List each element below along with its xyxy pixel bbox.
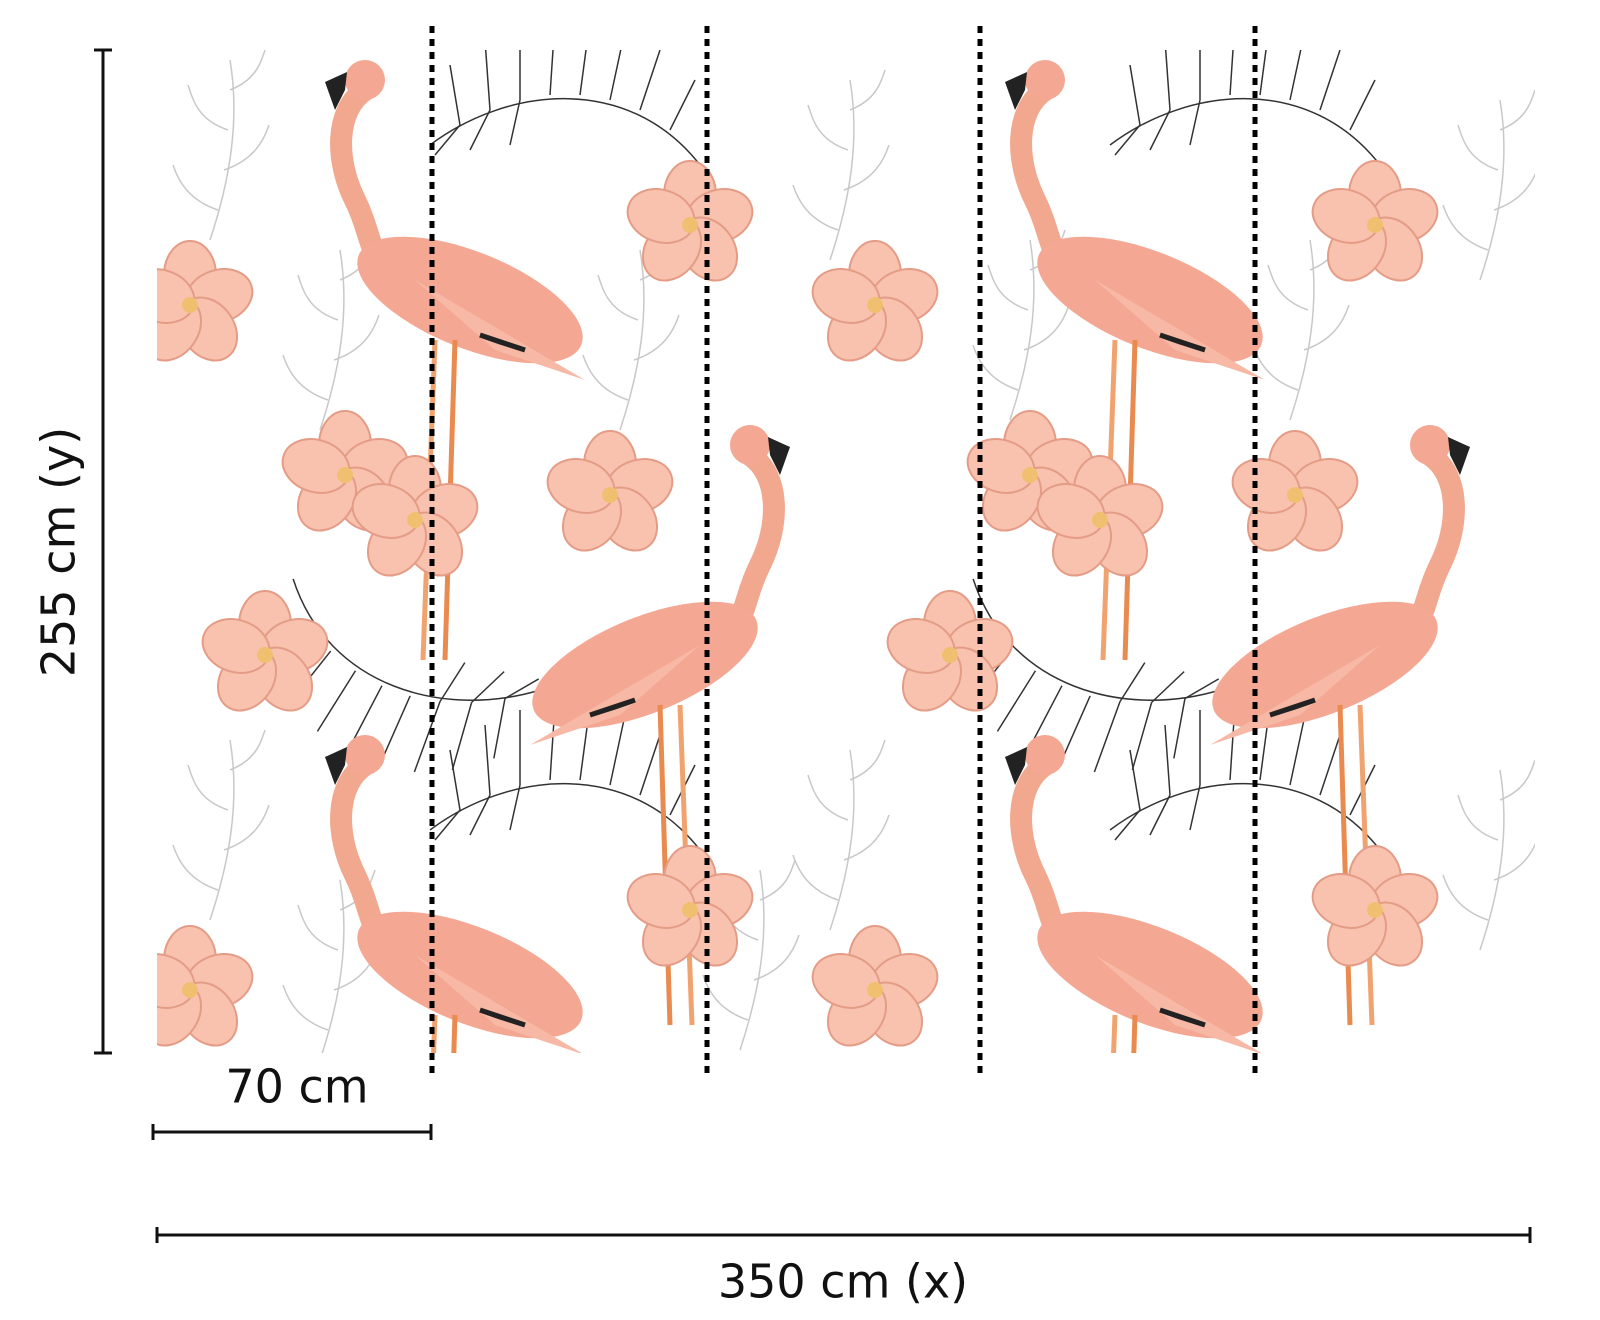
total-width-label: 350 cm (x) — [718, 1255, 968, 1309]
panel-width-dimension — [151, 1124, 433, 1140]
total-width-dimension — [155, 1227, 1532, 1243]
panel-width-label: 70 cm — [225, 1060, 368, 1114]
height-label: 255 cm (y) — [32, 427, 86, 677]
height-dimension — [94, 48, 112, 1055]
panel-seams — [429, 26, 1258, 1078]
wallpaper-pattern — [157, 50, 1535, 1053]
